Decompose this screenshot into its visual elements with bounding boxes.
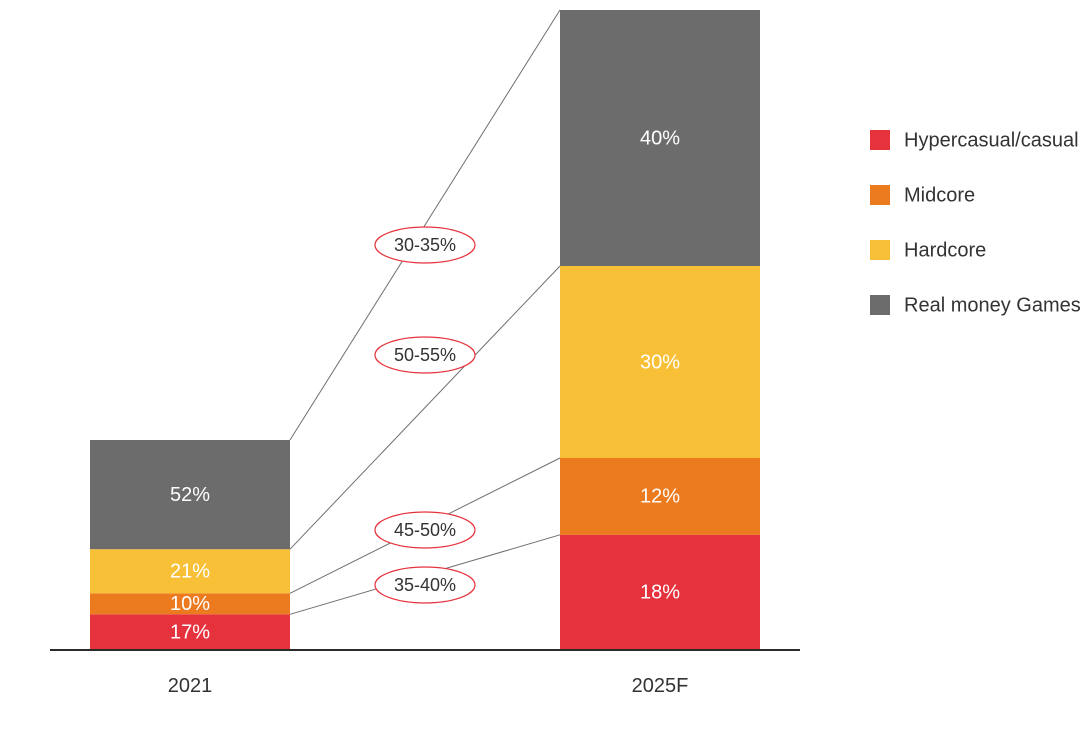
legend-swatch-hardcore bbox=[870, 240, 890, 260]
legend-swatch-midcore bbox=[870, 185, 890, 205]
legend-swatch-rmg bbox=[870, 295, 890, 315]
stacked-bar-chart: 17% 10% 21% 52% 18% 12% 30% 40% 30-35% 50-55% 45-5… bbox=[0, 0, 1083, 741]
legend-label-rmg: Real money Games bbox=[904, 294, 1081, 316]
legend-label-hypercasual: Hypercasual/casual bbox=[904, 129, 1079, 151]
seg-label-2021-midcore: 10% bbox=[170, 593, 210, 615]
legend-label-midcore: Midcore bbox=[904, 184, 975, 206]
growth-label-hardcore: 50-55% bbox=[394, 345, 456, 365]
xaxis-label-1: 2025F bbox=[632, 675, 689, 697]
seg-label-2021-hardcore: 21% bbox=[170, 561, 210, 583]
connector-hardcore bbox=[290, 266, 560, 549]
seg-label-2021-hypercasual: 17% bbox=[170, 621, 210, 643]
seg-label-2025F-midcore: 12% bbox=[640, 486, 680, 508]
growth-label-rmg: 30-35% bbox=[394, 235, 456, 255]
growth-label-hypercasual: 35-40% bbox=[394, 575, 456, 595]
growth-label-midcore: 45-50% bbox=[394, 520, 456, 540]
seg-label-2021-rmg: 52% bbox=[170, 484, 210, 506]
connector-rmg bbox=[290, 10, 560, 440]
legend-swatch-hypercasual bbox=[870, 130, 890, 150]
seg-label-2025F-hypercasual: 18% bbox=[640, 582, 680, 604]
seg-label-2025F-rmg: 40% bbox=[640, 127, 680, 149]
seg-label-2025F-hardcore: 30% bbox=[640, 351, 680, 373]
chart-container: 17% 10% 21% 52% 18% 12% 30% 40% 30-35% 50-55% 45-5… bbox=[0, 0, 1083, 741]
legend-label-hardcore: Hardcore bbox=[904, 239, 986, 261]
xaxis-label-0: 2021 bbox=[168, 675, 213, 697]
